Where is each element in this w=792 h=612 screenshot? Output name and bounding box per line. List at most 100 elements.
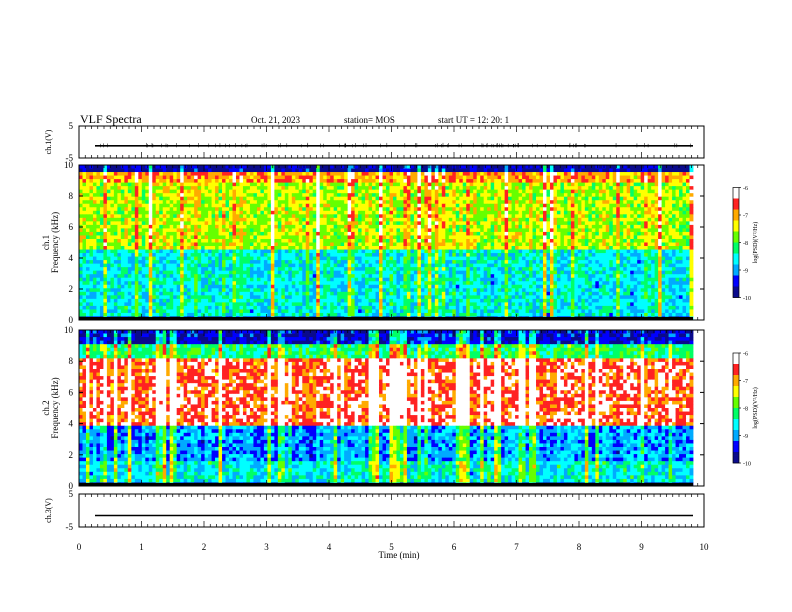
spectrogram-cell — [637, 165, 642, 169]
spectrogram-cell — [106, 214, 111, 219]
spectrogram-cell — [375, 165, 380, 169]
spectrogram-cell — [487, 207, 492, 212]
spectrogram-cell — [330, 172, 335, 176]
spectrogram-cell — [417, 256, 422, 261]
spectrogram-cell — [413, 172, 418, 176]
spectrogram-cell — [682, 179, 687, 184]
spectrogram-cell — [117, 249, 122, 254]
spectrogram-cell — [148, 168, 153, 173]
spectrogram-cell — [668, 172, 673, 176]
spectrogram-cell — [365, 214, 369, 219]
spectrogram-cell — [302, 231, 307, 236]
spectrogram-cell — [441, 235, 446, 240]
spectrogram-cell — [441, 242, 446, 247]
spectrogram-cell — [672, 246, 676, 250]
spectrogram-cell — [658, 182, 662, 187]
spectrogram-cell — [379, 196, 383, 201]
spectrogram-cell — [379, 182, 383, 187]
spectrogram-cell — [431, 207, 436, 212]
spectrogram-cell — [127, 242, 132, 247]
spectrogram-cell — [515, 235, 519, 240]
spectrogram-cell — [347, 217, 352, 222]
spectrogram-cell — [396, 165, 401, 169]
spectrogram-cell — [689, 249, 694, 254]
spectrogram-cell — [577, 214, 582, 219]
spectrogram-cell — [431, 228, 436, 233]
spectrogram-cell — [152, 221, 157, 226]
spectrogram-cell — [131, 228, 136, 233]
spectrogram-cell — [654, 168, 659, 173]
spectrogram-cell — [183, 165, 188, 169]
spectrogram-cell — [295, 196, 300, 201]
spectrogram-cell — [239, 175, 244, 180]
spectrogram-cell — [448, 186, 453, 191]
spectrogram-cell — [574, 165, 579, 169]
spectrogram-cell — [679, 193, 683, 198]
spectrogram-cell — [309, 231, 314, 236]
spectrogram-cell — [204, 235, 209, 240]
spectrogram-cell — [630, 253, 635, 257]
spectrogram-cell — [570, 249, 575, 254]
spectrogram-cell — [508, 203, 512, 208]
spectrogram-cell — [208, 238, 212, 243]
spectrogram-cell — [351, 186, 355, 191]
spectrogram-cell — [155, 168, 160, 173]
spectrogram-cell — [679, 165, 683, 169]
spectrogram-cell — [291, 242, 296, 247]
spectrogram-cell — [619, 200, 624, 205]
spectrogram-cell — [532, 207, 537, 212]
spectrogram-cell — [675, 203, 680, 208]
spectrogram-cell — [124, 214, 129, 219]
spectrogram-cell — [197, 214, 202, 219]
spectrogram-cell — [438, 182, 443, 187]
spectrogram-cell — [410, 179, 415, 184]
spectrogram-cell — [187, 242, 192, 247]
spectrogram-cell — [473, 214, 478, 219]
spectrogram-cell — [375, 200, 380, 205]
spectrogram-cell — [574, 179, 579, 184]
spectrogram-cell — [480, 207, 485, 212]
spectrogram-cell — [323, 182, 328, 187]
spectrogram-cell — [204, 224, 209, 229]
spectrogram-cell — [406, 238, 411, 243]
spectrogram-cell — [651, 231, 656, 236]
spectrogram-cell — [242, 249, 247, 254]
spectrogram-cell — [288, 253, 293, 257]
spectrogram-cell — [389, 256, 394, 261]
spectrogram-cell — [96, 196, 101, 201]
spectrogram-cell — [612, 168, 617, 173]
spectrogram-cell — [309, 165, 314, 169]
spectrogram-cell — [225, 231, 230, 236]
spectrogram-cell — [187, 217, 192, 222]
spectrogram-cell — [441, 228, 446, 233]
spectrogram-cell — [120, 242, 125, 247]
spectrogram-cell — [682, 175, 687, 180]
spectrogram-cell — [386, 214, 390, 219]
spectrogram-cell — [511, 253, 516, 257]
spectrogram-cell — [647, 172, 652, 176]
spectrogram-cell — [483, 196, 488, 201]
spectrogram-cell — [190, 165, 195, 169]
spectrogram-cell — [92, 165, 97, 169]
spectrogram-cell — [288, 238, 293, 243]
spectrogram-cell — [539, 175, 544, 180]
spectrogram-cell — [162, 214, 167, 219]
spectrogram-cell — [249, 207, 254, 212]
spectrogram-cell — [117, 221, 122, 226]
spectrogram-cell — [312, 246, 317, 250]
spectrogram-cell — [679, 231, 683, 236]
spectrogram-cell — [354, 231, 359, 236]
spectrogram-cell — [326, 253, 331, 257]
spectrogram-cell — [675, 175, 680, 180]
spectrogram-cell — [588, 235, 593, 240]
spectrogram-cell — [249, 217, 254, 222]
spectrogram-cell — [410, 217, 415, 222]
spectrogram-cell — [612, 200, 617, 205]
spectrogram-cell — [686, 193, 690, 198]
spectrogram-cell — [640, 231, 645, 236]
spectrogram-cell — [529, 238, 533, 243]
spectrogram-cell — [291, 249, 296, 254]
spectrogram-cell — [277, 214, 282, 219]
spectrogram-cell — [333, 224, 338, 229]
spectrogram-cell — [256, 228, 261, 233]
